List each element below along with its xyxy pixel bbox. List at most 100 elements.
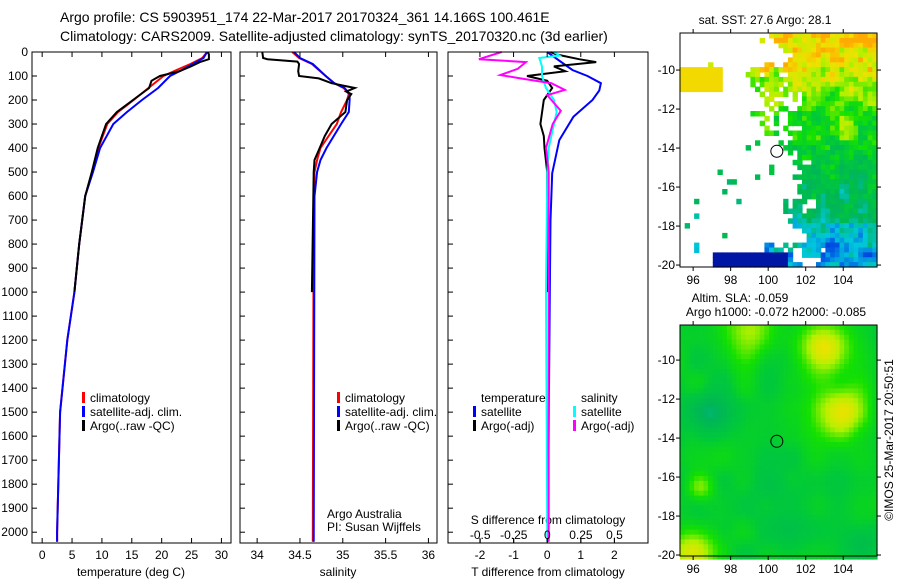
sla-map-cell xyxy=(797,407,803,414)
sst-map-cell xyxy=(853,164,859,171)
sst-map-cell xyxy=(867,213,873,219)
sla-map-cell xyxy=(797,451,803,458)
sla-map-cell xyxy=(806,325,812,331)
sst-map-cell xyxy=(811,140,817,146)
sla-map-cell xyxy=(802,500,808,506)
sla-map-cell xyxy=(698,476,705,482)
sla-map-cell xyxy=(834,480,841,487)
sla-map-cell xyxy=(773,485,780,492)
sla-map-cell xyxy=(811,495,817,502)
sla-map-cell xyxy=(797,476,803,482)
sst-map-cell xyxy=(830,42,836,49)
sla-map-cell xyxy=(745,505,751,511)
sla-map-cell xyxy=(750,524,756,531)
sla-map-cell xyxy=(778,554,784,560)
sla-map-cell xyxy=(769,373,775,380)
sla-map-cell xyxy=(773,334,780,341)
sla-map-cell xyxy=(825,490,831,497)
sst-map-cell xyxy=(862,86,869,93)
sst-map-cell xyxy=(698,86,705,93)
sst-map-cell xyxy=(802,111,808,117)
sla-map-cell xyxy=(811,417,817,424)
sst-map-cell xyxy=(717,81,723,88)
sla-map-cell xyxy=(778,373,784,380)
sla-map-cell xyxy=(792,364,798,370)
sla-map-cell xyxy=(717,412,723,419)
sst-map-cell xyxy=(858,101,864,107)
sla-map-cell xyxy=(694,398,700,404)
sla-map-cell xyxy=(867,339,873,346)
sla-map-cell xyxy=(806,529,812,536)
sla-map-cell xyxy=(783,388,789,394)
sla-map-cell xyxy=(712,451,719,458)
sst-map-cell xyxy=(778,252,784,258)
sst-map-cell xyxy=(802,42,808,49)
sla-map-cell xyxy=(736,476,742,482)
sla-map-cell xyxy=(736,500,742,506)
sla-map-cell xyxy=(680,407,686,414)
sla-map-cell xyxy=(848,432,855,438)
sst-map-cell xyxy=(872,62,878,68)
sla-map-cell xyxy=(680,554,686,560)
sla-map-cell xyxy=(694,490,700,497)
sst-map-cell xyxy=(830,115,836,122)
sst-map-cell xyxy=(787,76,794,83)
sla-map-cell xyxy=(872,442,878,448)
sla-map-cell xyxy=(867,325,873,331)
sla-map-cell xyxy=(811,471,817,477)
sst-map-cell xyxy=(830,213,836,219)
sla-map-cell xyxy=(759,359,765,365)
sla-map-cell xyxy=(736,495,742,502)
sst-map-cell xyxy=(806,218,812,224)
sla-map-cell xyxy=(773,466,780,472)
sla-map-cell xyxy=(858,456,864,463)
sla-map-cell xyxy=(698,539,705,545)
sla-map-cell xyxy=(858,524,864,531)
difference-series-salinity-argo-adj- xyxy=(478,51,568,542)
sla-map-cell xyxy=(680,432,686,438)
sla-map-cell xyxy=(694,412,700,419)
sst-map-cell xyxy=(712,72,719,78)
sla-map-cell xyxy=(853,480,859,487)
sst-map-cell xyxy=(769,72,775,78)
sst-map-cell xyxy=(853,218,859,224)
sst-map-cell xyxy=(872,145,878,151)
sla-map-cell xyxy=(750,549,756,555)
sla-map-cell xyxy=(741,339,747,346)
sla-map-cell xyxy=(839,485,845,492)
sla-map-cell xyxy=(698,432,705,438)
sla-map-cell xyxy=(844,344,850,350)
sla-map-cell xyxy=(820,368,826,375)
sla-map-cell xyxy=(858,510,864,516)
sst-map-cell xyxy=(759,91,765,97)
sst-map-cell xyxy=(872,135,878,141)
sst-map-cell xyxy=(839,213,845,219)
sla-map-cell xyxy=(741,519,747,526)
sst-map-cell xyxy=(858,218,864,224)
sla-map-cell xyxy=(694,417,700,424)
sla-map-cell xyxy=(825,500,831,506)
sst-map-cell xyxy=(858,228,864,234)
sla-map-cell xyxy=(811,480,817,487)
sla-map-cell xyxy=(839,519,845,526)
sla-map-cell xyxy=(811,422,817,428)
sla-map-cell xyxy=(712,388,719,394)
sla-map-cell xyxy=(745,417,751,424)
sla-map-cell xyxy=(717,349,723,355)
sla-map-cell xyxy=(802,393,808,399)
sla-map-cell xyxy=(867,510,873,516)
sst-map-cell xyxy=(834,106,841,112)
sst-map-cell xyxy=(820,57,826,63)
sst-map-cell xyxy=(844,106,850,112)
sla-map-subtitle: Argo h1000: -0.072 h2000: -0.085 xyxy=(686,305,866,319)
sst-map-cell xyxy=(867,42,873,49)
sla-map-cell xyxy=(811,515,817,521)
sst-map-cell xyxy=(797,262,803,268)
sst-map-cell xyxy=(834,135,841,141)
sla-map-cell xyxy=(708,378,714,385)
sst-map-cell xyxy=(816,81,822,88)
sst-map-cell xyxy=(802,198,808,205)
sla-map-cell xyxy=(806,349,812,355)
sst-map-cell xyxy=(783,33,789,39)
sla-map-cell xyxy=(830,451,836,458)
